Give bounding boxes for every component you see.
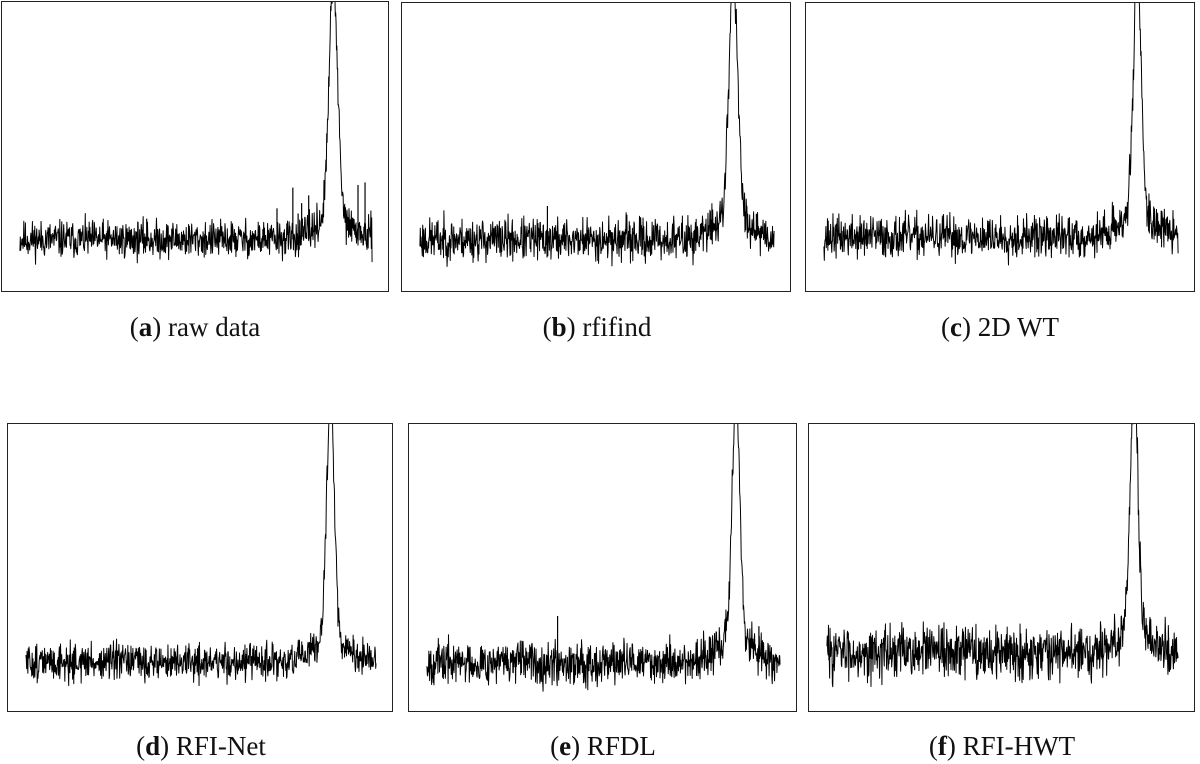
profile-trace bbox=[426, 424, 781, 692]
caption-text: rfifind bbox=[582, 312, 652, 342]
panel-rfifind bbox=[401, 2, 791, 292]
profile-trace bbox=[823, 3, 1179, 266]
panel-raw-data bbox=[1, 1, 389, 292]
profile-plot-rfi-net bbox=[25, 424, 377, 687]
caption-text: 2D WT bbox=[977, 312, 1059, 342]
caption-letter: c bbox=[950, 312, 962, 342]
profile-plot-raw-data bbox=[19, 2, 373, 265]
profile-plot-2d-wt bbox=[823, 3, 1179, 266]
caption-letter: b bbox=[551, 312, 567, 342]
caption-text: RFI-Net bbox=[175, 731, 266, 761]
panel-2d-wt bbox=[805, 2, 1195, 292]
caption-2d-wt: (c) 2D WT bbox=[941, 312, 1059, 342]
caption-text: raw data bbox=[168, 312, 261, 342]
panel-rfi-hwt bbox=[808, 423, 1195, 712]
caption-raw-data: (a) raw data bbox=[129, 312, 261, 342]
profile-plot-rfi-hwt bbox=[826, 424, 1179, 688]
panel-rfdl bbox=[408, 423, 797, 712]
caption-letter: e bbox=[559, 731, 572, 761]
caption-letter: a bbox=[138, 312, 153, 342]
profile-plot-rfifind bbox=[419, 3, 775, 267]
panel-rfi-net bbox=[7, 423, 393, 712]
caption-text: RFDL bbox=[586, 731, 656, 761]
caption-text: RFI-HWT bbox=[962, 731, 1076, 761]
profile-trace bbox=[25, 424, 377, 687]
profile-plot-rfdl bbox=[426, 424, 781, 692]
caption-rfifind: (b) rfifind bbox=[542, 312, 652, 342]
profile-trace bbox=[19, 2, 373, 265]
caption-rfi-hwt: (f) RFI-HWT bbox=[928, 731, 1076, 761]
caption-rfi-net: (d) RFI-Net bbox=[136, 731, 266, 761]
caption-letter: d bbox=[145, 731, 161, 761]
profile-trace bbox=[826, 424, 1179, 688]
caption-rfdl: (e) RFDL bbox=[550, 731, 656, 761]
profile-trace bbox=[419, 3, 775, 267]
caption-letter: f bbox=[937, 731, 947, 761]
